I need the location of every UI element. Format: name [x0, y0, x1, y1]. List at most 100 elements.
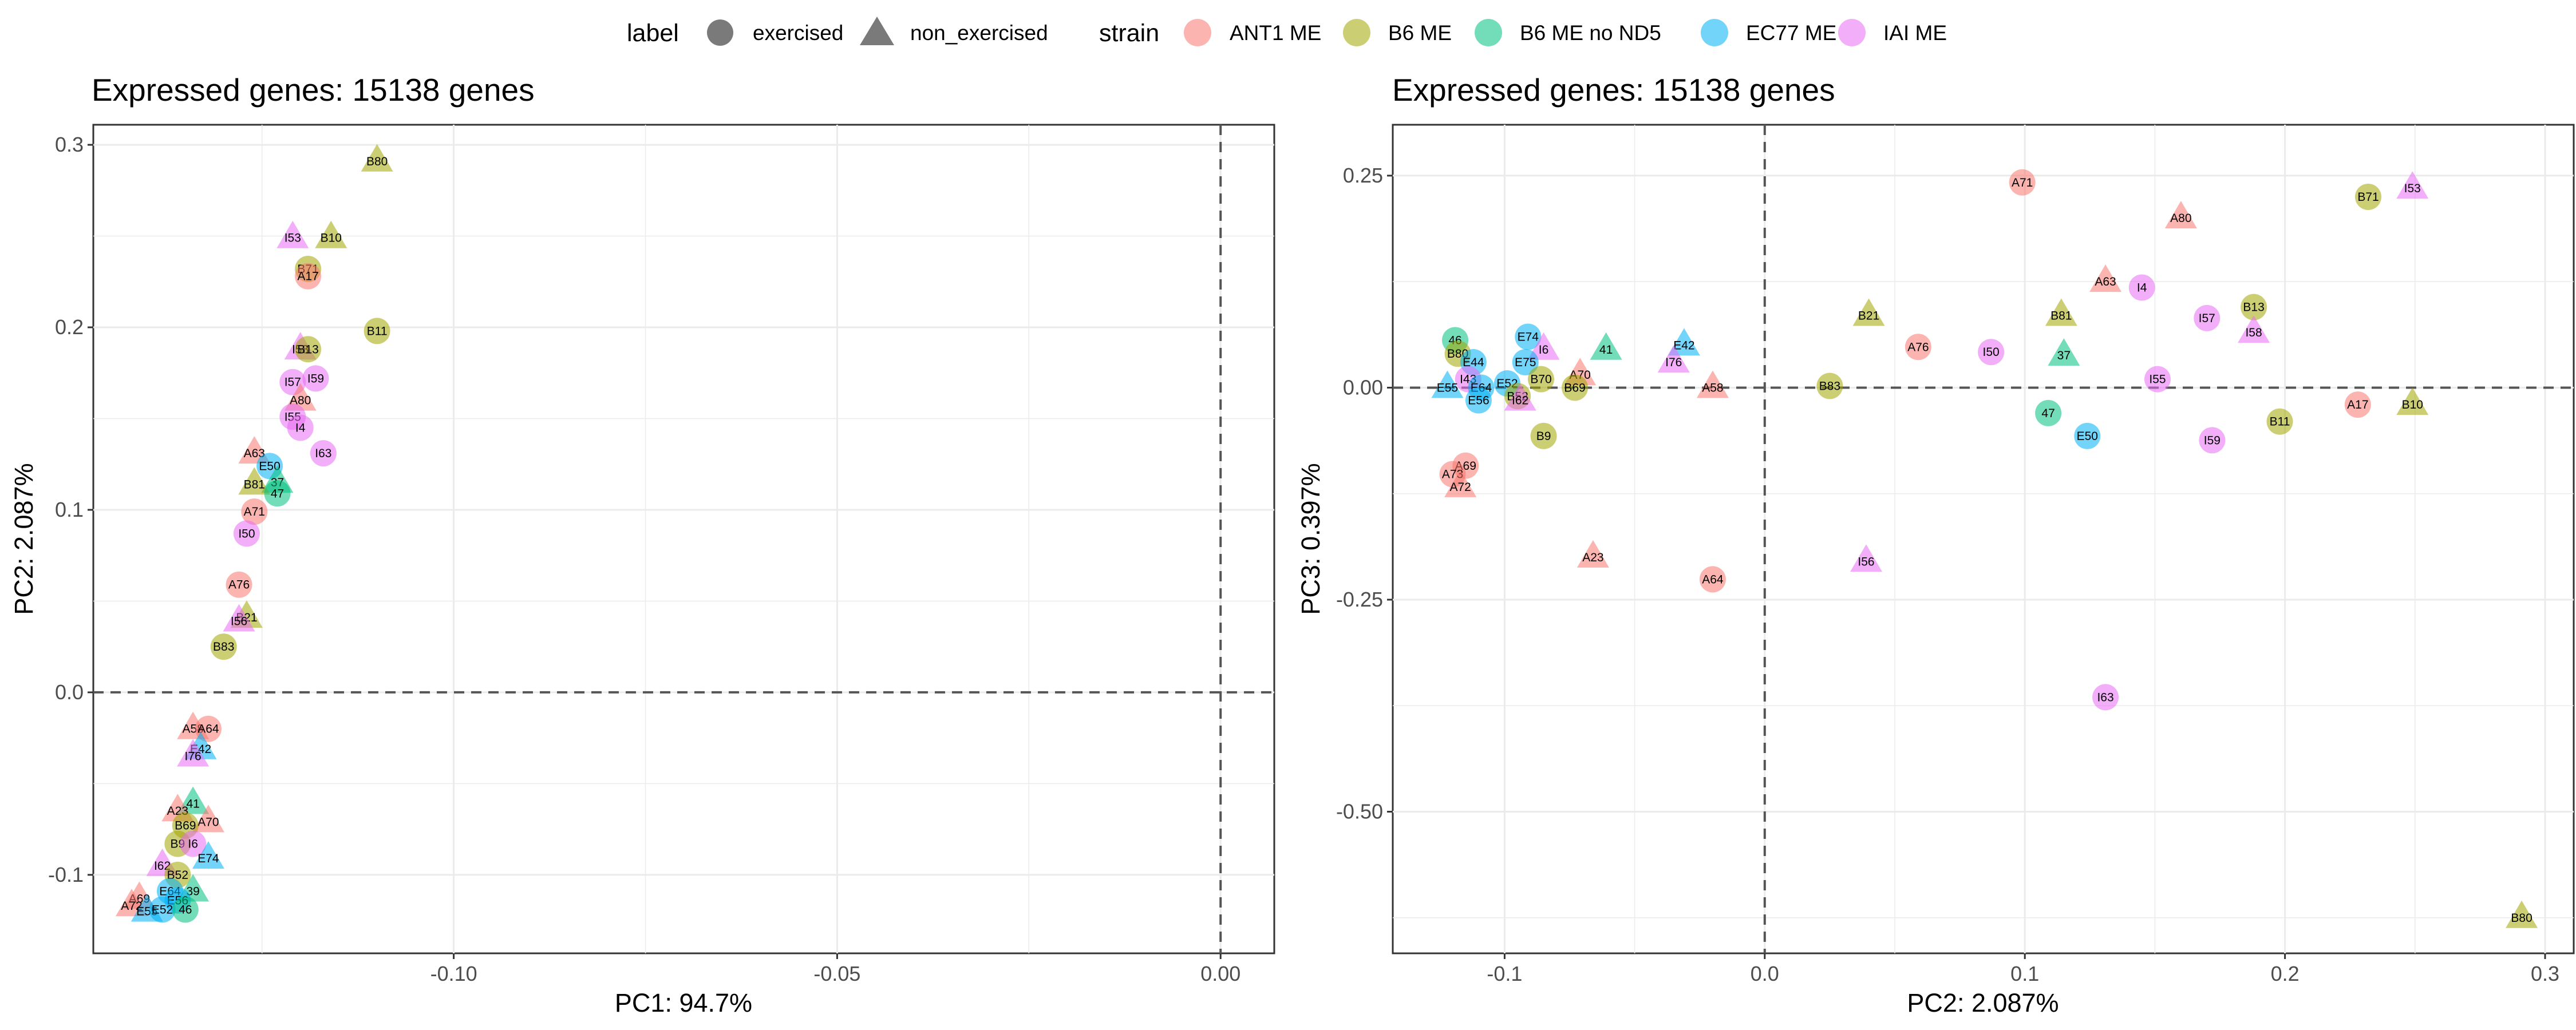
panel-left-points: B80I53B10B71A17B11I58B13I57I59A80I55I4I6… — [115, 144, 393, 923]
point-label: E42 — [1673, 339, 1694, 352]
point-label: A17 — [297, 270, 318, 283]
legend-b6-label: B6 ME — [1388, 21, 1452, 45]
point-label: B83 — [1819, 379, 1840, 393]
point-label: A72 — [1449, 481, 1471, 494]
data-point: E50 — [2074, 422, 2101, 449]
legend-b6-no-nd5-marker — [1475, 19, 1502, 46]
point-marker-triangle — [2238, 315, 2270, 343]
point-label: B69 — [175, 819, 196, 833]
point-label: B70 — [1530, 373, 1551, 386]
panel-left-y-label: PC2: 2.087% — [9, 463, 38, 615]
data-point: B81 — [2045, 298, 2077, 326]
point-label: A72 — [121, 900, 142, 913]
point-label: 46 — [179, 903, 192, 916]
point-label: E74 — [1518, 331, 1539, 344]
data-point: I58 — [2238, 315, 2270, 343]
x-tick-label: 0.1 — [2010, 962, 2039, 985]
point-label: 39 — [186, 885, 199, 898]
data-point: E74 — [192, 841, 224, 869]
y-tick-label: 0.00 — [1343, 375, 1383, 399]
point-label: A71 — [244, 505, 265, 518]
point-marker-circle — [1515, 323, 1542, 350]
data-point: E55 — [1431, 370, 1464, 398]
point-marker-triangle — [2506, 900, 2538, 928]
point-marker-circle — [1528, 366, 1555, 393]
point-label: B81 — [244, 478, 265, 491]
data-point: A70 — [192, 805, 224, 833]
point-label: I4 — [2137, 282, 2147, 295]
data-point: I63 — [310, 440, 337, 467]
panel-right-x-ticks: -0.1 0.0 0.1 0.2 0.3 — [1487, 953, 2559, 985]
legend-b6-marker — [1343, 19, 1370, 46]
point-label: I59 — [2204, 434, 2221, 447]
data-point: E56 — [1465, 387, 1492, 414]
point-label: I6 — [1539, 343, 1549, 356]
y-tick-label: 0.3 — [55, 133, 84, 156]
panel-right-frame — [1392, 124, 2575, 954]
point-label: I76 — [185, 750, 202, 763]
data-point: A17 — [2344, 391, 2371, 418]
point-marker-triangle — [1527, 332, 1560, 360]
data-point: A71 — [241, 498, 268, 525]
legend-ec77-marker — [1701, 19, 1728, 46]
data-point: B83 — [1816, 373, 1843, 399]
point-marker-circle — [310, 440, 337, 467]
point-label: A64 — [197, 723, 219, 736]
panel-right-points: A71 I53 B71 A80 A63 I4 B21 B81 B13 I57 I58 A76 I50 37… — [1431, 169, 2538, 928]
panel-right-grid — [1393, 125, 2574, 953]
point-label: A80 — [2170, 212, 2191, 225]
data-point: A76 — [1905, 334, 1931, 360]
point-marker-triangle — [1504, 383, 1536, 411]
point-marker-circle — [172, 896, 199, 923]
point-label: I56 — [231, 615, 247, 628]
point-label: A58 — [1702, 381, 1723, 394]
point-label: B13 — [2243, 301, 2264, 314]
data-point: B10 — [315, 220, 347, 248]
data-point: E42 — [1668, 328, 1700, 356]
panel-left: Expressed genes: 15138 genes B80I53B10B7… — [9, 72, 1275, 1017]
y-tick-label: -0.50 — [1336, 799, 1383, 823]
point-label: B10 — [321, 232, 342, 245]
data-point: B70 — [1528, 366, 1555, 393]
data-point: I56 — [1850, 544, 1883, 572]
point-label: I50 — [238, 527, 255, 540]
point-marker-triangle — [223, 604, 255, 632]
point-label: B71 — [2357, 191, 2379, 204]
data-point: I6 — [180, 830, 207, 857]
point-marker-circle — [2009, 169, 2036, 196]
data-point: I59 — [2199, 427, 2226, 454]
point-label: B9 — [1536, 430, 1551, 443]
data-point: A80 — [2164, 201, 2197, 229]
point-marker-triangle — [1696, 370, 1729, 398]
data-point: B69 — [1562, 374, 1589, 401]
data-point: 47 — [264, 480, 291, 507]
point-marker-triangle — [2164, 201, 2197, 229]
legend-strain-title: strain — [1099, 19, 1159, 47]
legend: label exercised non_exercised strain ANT… — [627, 17, 1947, 47]
point-marker-circle — [364, 318, 390, 344]
point-marker-circle — [233, 520, 260, 547]
point-marker-circle — [2074, 422, 2101, 449]
point-label: I63 — [315, 447, 331, 460]
data-point: A23 — [1577, 540, 1609, 568]
point-marker-triangle — [2045, 298, 2077, 326]
point-label: B80 — [2511, 912, 2532, 925]
data-point: B11 — [2266, 408, 2293, 435]
point-label: A23 — [1582, 551, 1603, 564]
data-point: I50 — [1978, 339, 2005, 366]
point-label: A17 — [2347, 398, 2368, 411]
panel-right-title: Expressed genes: 15138 genes — [1392, 72, 1835, 108]
x-tick-label: -0.1 — [1487, 962, 1522, 985]
point-label: I53 — [2404, 182, 2421, 195]
point-marker-circle — [2344, 391, 2371, 418]
point-label: 47 — [2041, 407, 2055, 420]
data-point: A64 — [1699, 566, 1726, 593]
point-label: E52 — [152, 903, 173, 916]
point-label: I59 — [307, 372, 324, 385]
data-point: A72 — [1444, 469, 1477, 497]
data-point: I59 — [302, 365, 329, 392]
point-marker-circle — [1905, 334, 1931, 360]
point-marker-triangle — [192, 805, 224, 833]
point-label: A71 — [2012, 176, 2033, 189]
point-label: E50 — [2077, 430, 2098, 443]
